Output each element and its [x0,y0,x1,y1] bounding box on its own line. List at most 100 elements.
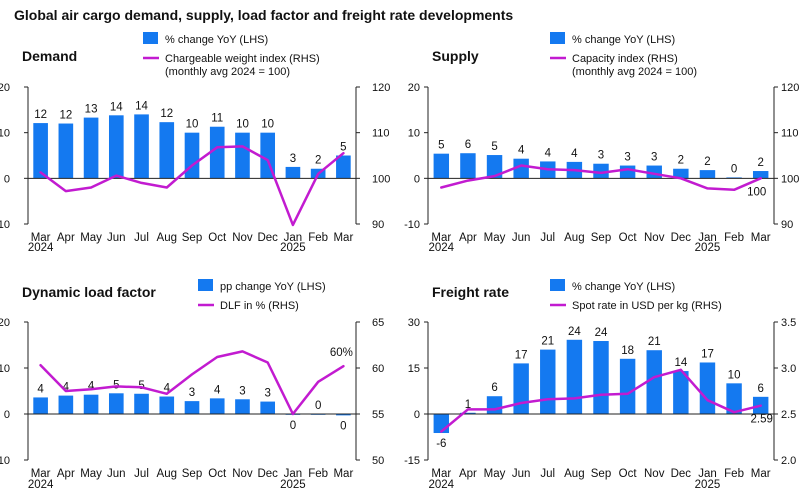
demand-x-tick-label: Apr [57,232,75,244]
dynamic-load-factor-x-tick-label: May [80,468,102,480]
demand-right-tick-label: 120 [372,82,390,94]
dynamic-load-factor-x-tick-label: Jun [107,468,126,480]
figure-title: Global air cargo demand, supply, load fa… [14,7,514,23]
dynamic-load-factor-bar-label: 4 [63,382,70,394]
supply-right-tick-label: 100 [781,173,799,185]
demand-bar-sep [184,132,200,179]
dynamic-load-factor-bar-may [83,394,99,414]
supply-bar-label: 4 [518,145,525,157]
demand-x-tick-label: Jul [134,232,149,244]
demand-bar-oct [209,126,225,179]
freight-rate-bar-label: 1 [465,399,471,411]
freight-rate-bar-label: 6 [757,383,763,395]
demand-left-tick-label: -10 [0,219,10,231]
dynamic-load-factor-bar-jul [134,393,149,414]
demand-left-tick-label: 0 [4,173,10,185]
demand-bar-jul [134,114,149,179]
dynamic-load-factor-x-tick-label: Aug [157,468,177,480]
dynamic-load-factor-bar-label: 0 [315,400,321,412]
dynamic-load-factor-x-tick-label: Feb [308,468,328,480]
dynamic-load-factor-bar-label: 4 [164,383,171,395]
demand-bar-label: 10 [261,119,274,131]
freight-rate-x-tick-label: Jun [512,468,531,480]
demand-bar-label: 14 [135,100,148,112]
supply-bar-label: 3 [598,150,604,162]
dynamic-load-factor-right-tick-label: 50 [372,455,384,467]
freight-rate-bar-label: 17 [515,349,528,361]
supply-legend-line-label: (monthly avg 2024 = 100) [572,66,697,78]
freight-rate-x-tick-label: Sep [591,468,611,480]
freight-rate-x-tick-label: Aug [564,468,584,480]
supply-bar-label: 0 [731,163,737,175]
freight-rate-right-tick-label: 3.5 [781,317,796,329]
demand-bar-jun [108,115,124,179]
supply-x-tick-label: Oct [619,232,638,244]
supply-x-tick-label: Jun [512,232,531,244]
dynamic-load-factor-left-tick-label: 10 [0,363,10,375]
freight-rate-x-tick-label: Mar [431,468,451,480]
demand-right-tick-label: 100 [372,173,390,185]
demand-legend-line-label: (monthly avg 2024 = 100) [165,66,290,78]
supply-bar-mar [433,153,450,179]
supply-bar-jun [513,158,529,179]
freight-rate-right-tick-label: 2.5 [781,409,796,421]
freight-rate-bar-feb [726,383,742,414]
supply-right-tick-label: 120 [781,82,799,94]
demand-bar-label: 5 [340,142,346,154]
freight-rate-x-tick-label: Oct [619,468,638,480]
demand-bar-label: 10 [236,119,249,131]
supply-bar-label: 2 [678,155,684,167]
demand-bar-label: 12 [160,108,173,120]
demand-bar-aug [159,122,175,179]
supply-bar-jan [699,170,716,179]
supply-x-tick-label: May [484,232,506,244]
freight-rate-bar-label: 17 [701,348,714,360]
supply-bar-label: 2 [704,156,710,168]
dynamic-load-factor-x-tick-label: Jul [134,468,149,480]
freight-rate-right-tick-label: 3.0 [781,363,796,375]
demand-bar-label: 10 [186,119,199,131]
demand-bar-label: 12 [34,109,47,121]
demand-year-label: 2024 [28,242,54,254]
freight-rate-x-tick-label: Jul [540,468,555,480]
demand-bar-label: 12 [59,110,72,122]
freight-rate-bar-label: 10 [728,369,741,381]
freight-rate-bar-oct [619,358,636,414]
freight-rate-bar-nov [646,350,662,414]
supply-x-tick-label: Feb [724,232,744,244]
freight-rate-line-end-label: 2.59 [750,414,772,426]
freight-rate-title: Freight rate [432,284,509,300]
freight-rate-year-label: 2025 [695,479,721,491]
freight-rate-legend-bar-swatch [550,279,565,291]
demand-legend-line-label: Chargeable weight index (RHS) [165,53,320,65]
dynamic-load-factor-left-tick-label: -10 [0,455,10,467]
dynamic-load-factor-x-tick-label: Mar [31,468,51,480]
freight-rate-bar-sep [593,341,609,414]
supply-bar-label: 3 [651,152,657,164]
dynamic-load-factor-bar-nov [235,399,250,414]
demand-bar-label: 13 [85,104,98,116]
freight-rate-bar-label: 24 [568,326,581,338]
supply-bar-label: 4 [571,148,578,160]
supply-bar-label: 3 [624,152,630,164]
freight-rate-x-tick-label: Jan [698,468,717,480]
freight-rate-bar-label: 21 [648,336,661,348]
supply-bar-sep [593,163,609,179]
supply-line-end-label: 100 [747,186,766,198]
supply-legend-line-label: Capacity index (RHS) [572,53,678,65]
dynamic-load-factor-x-tick-label: Nov [232,468,253,480]
dynamic-load-factor-line-end-label: 60% [330,347,353,359]
dynamic-load-factor-bar-apr [58,395,74,414]
dynamic-load-factor-left-tick-label: 0 [4,409,10,421]
freight-rate-left-tick-label: 30 [408,317,420,329]
supply-line-series [440,164,762,192]
demand-bar-label: 3 [290,153,296,165]
dynamic-load-factor-bar-oct [209,398,225,414]
dynamic-load-factor-bar-label: 0 [340,420,346,432]
freight-rate-year-label: 2024 [429,479,455,491]
dynamic-load-factor-bar-mar [336,414,351,416]
dynamic-load-factor-bar-label: 4 [37,383,44,395]
freight-rate-bar-label: 6 [491,382,497,394]
supply-year-label: 2024 [429,242,455,254]
